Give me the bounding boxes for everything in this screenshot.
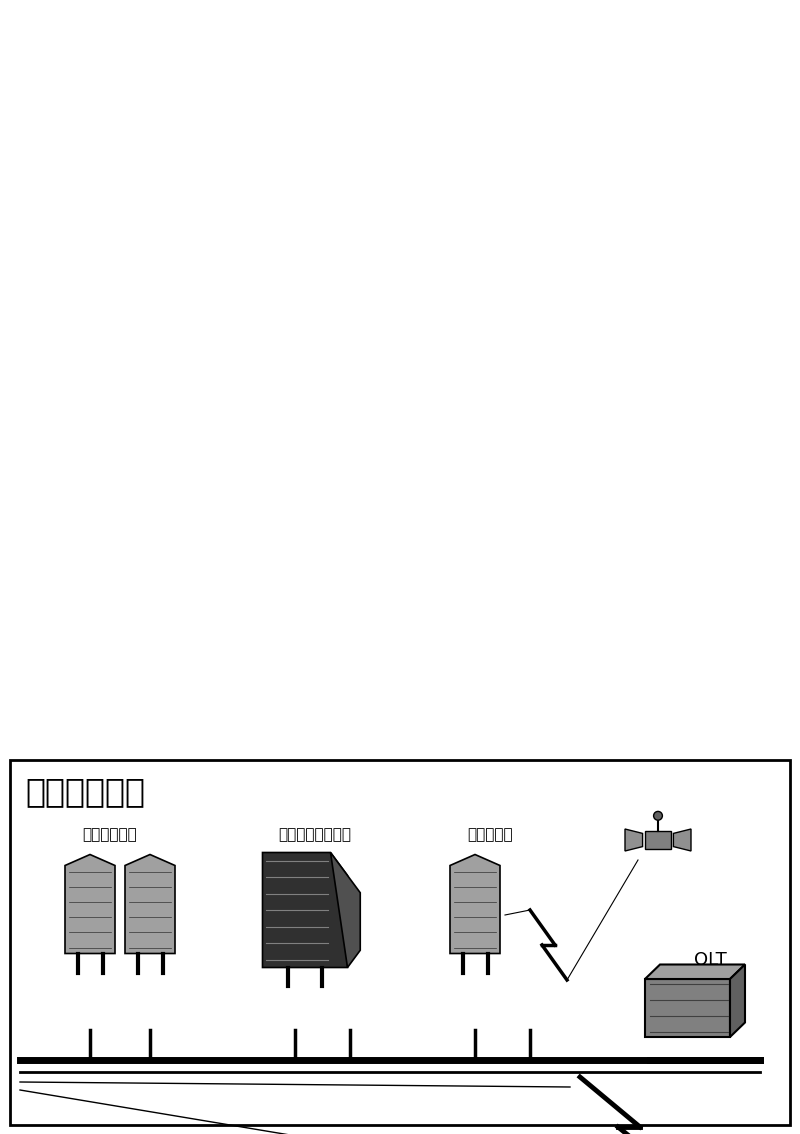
Bar	[10, 760, 790, 1125]
Circle shape	[654, 812, 662, 820]
Text: 时钟服务器: 时钟服务器	[467, 828, 513, 843]
Text: 前置采集服务器群: 前置采集服务器群	[278, 828, 351, 843]
Polygon shape	[674, 829, 691, 850]
Polygon shape	[645, 965, 745, 979]
Polygon shape	[450, 855, 500, 954]
Polygon shape	[330, 853, 360, 967]
Polygon shape	[65, 855, 115, 954]
Polygon shape	[645, 831, 671, 849]
Text: 数据库服务器: 数据库服务器	[82, 828, 138, 843]
Polygon shape	[730, 965, 745, 1036]
Text: OLT: OLT	[694, 951, 726, 968]
Polygon shape	[645, 979, 730, 1036]
Text: 采集系统主站: 采集系统主站	[25, 776, 145, 809]
Polygon shape	[625, 829, 642, 850]
Polygon shape	[262, 853, 347, 967]
Polygon shape	[125, 855, 175, 954]
